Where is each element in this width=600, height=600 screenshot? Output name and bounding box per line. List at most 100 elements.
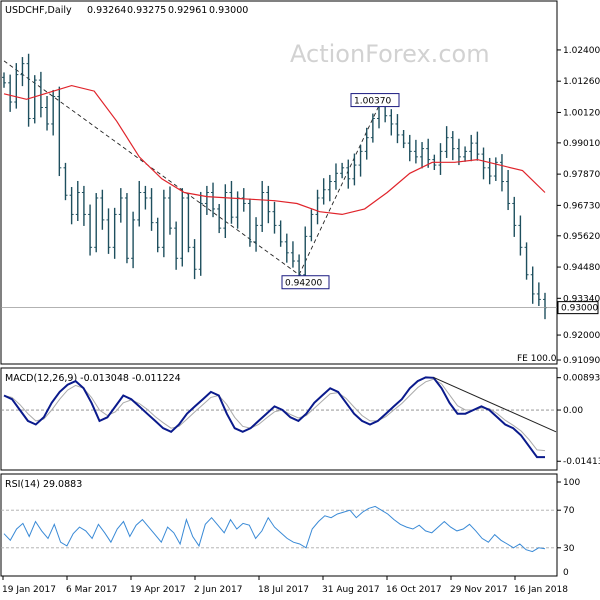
high-annotation: 1.00370 — [350, 93, 400, 108]
rsi-tick-label: 100 — [563, 478, 580, 488]
low-value: 0.92961 — [168, 5, 207, 16]
last-price-tag: 0.93000 — [557, 301, 599, 315]
price-bar — [530, 266, 535, 304]
price-bar — [438, 143, 443, 175]
price-bar — [174, 221, 179, 270]
price-bar — [278, 220, 283, 247]
price-bar — [57, 86, 62, 177]
price-tick-label: 0.99010 — [563, 139, 600, 149]
price-bar — [235, 191, 240, 229]
price-bar — [217, 204, 222, 234]
price-bar — [51, 89, 56, 136]
open-value: 0.93264 — [87, 5, 126, 16]
symbol-label: USDCHF,Daily — [5, 5, 72, 16]
price-bar — [444, 126, 449, 158]
price-bar — [493, 157, 498, 181]
price-bar — [543, 292, 547, 320]
price-tick-label: 0.92000 — [563, 331, 600, 341]
price-bar — [75, 180, 80, 222]
price-bar — [327, 174, 332, 202]
macd-title: MACD(12,26,9) -0.013048 -0.011224 — [5, 373, 181, 384]
price-bar — [180, 188, 185, 267]
price-bar — [524, 242, 529, 280]
macd-y-axis: 0.008934 0.00 -0.014136 — [557, 374, 600, 467]
price-tick-label: 0.94480 — [563, 263, 600, 273]
price-bar — [303, 226, 308, 283]
price-bar — [413, 139, 418, 164]
price-bar — [469, 134, 474, 162]
rsi-title: RSI(14) 29.0883 — [5, 479, 82, 490]
price-bar — [358, 144, 363, 177]
x-tick-label: 31 Aug 2017 — [322, 585, 380, 595]
macd-tick-label: -0.014136 — [563, 457, 600, 467]
price-bar — [45, 95, 50, 131]
rsi-y-axis: 100 70 30 0 — [1, 478, 580, 578]
price-tick-label: 0.91090 — [563, 356, 600, 366]
price-bar — [223, 184, 228, 239]
price-bar — [407, 134, 412, 162]
price-bar — [450, 131, 455, 161]
price-bar — [2, 72, 6, 88]
price-bar — [290, 241, 295, 268]
last-price-label: 0.93000 — [561, 304, 598, 314]
price-bar — [260, 180, 265, 232]
price-bar — [241, 188, 246, 212]
price-tick-label: 1.02400 — [563, 46, 600, 56]
price-bar — [456, 138, 461, 166]
macd-signal-line — [3, 378, 546, 452]
low-annotation-label: 0.94200 — [285, 279, 322, 289]
price-bar — [63, 162, 68, 201]
price-bar — [186, 193, 191, 253]
high-value: 0.93275 — [127, 5, 166, 16]
price-bar — [395, 114, 400, 144]
price-tick-label: 1.01260 — [563, 77, 600, 87]
price-bar — [20, 57, 25, 87]
price-bar — [284, 233, 289, 263]
price-bar — [106, 208, 111, 254]
price-bar — [155, 217, 160, 253]
price-bar — [118, 188, 123, 223]
x-tick-label: 6 Mar 2017 — [66, 585, 117, 595]
x-tick-label: 19 Apr 2017 — [130, 585, 186, 595]
price-bar — [254, 217, 259, 252]
watermark: ActionForex.com — [290, 40, 490, 68]
rsi-tick-label: 0 — [563, 568, 569, 578]
price-tick-label: 0.95620 — [563, 232, 600, 242]
price-tick-label: 0.97870 — [563, 170, 600, 180]
price-trendline — [298, 105, 380, 275]
price-bar — [149, 188, 154, 231]
price-bar — [364, 127, 369, 160]
price-y-axis: 1.02400 1.01260 1.00120 0.99010 0.97870 0.967… — [557, 46, 600, 366]
price-bar — [229, 180, 234, 224]
price-bar — [26, 53, 31, 127]
x-tick-label: 16 Oct 2017 — [386, 585, 442, 595]
price-bar — [463, 146, 468, 162]
price-tick-label: 1.00120 — [563, 108, 600, 118]
price-bar — [272, 201, 277, 234]
macd-line — [3, 376, 545, 459]
price-bar — [100, 189, 105, 230]
macd-tick-label: 0.008934 — [563, 374, 600, 384]
price-bar — [481, 147, 486, 180]
price-bar — [211, 182, 216, 218]
price-tick-label: 0.93340 — [563, 294, 600, 304]
price-bar — [352, 153, 357, 186]
price-bar — [340, 162, 345, 179]
macd-tick-label: 0.00 — [563, 406, 583, 416]
price-bar — [124, 193, 129, 264]
price-bar — [370, 113, 375, 143]
price-bar — [8, 74, 13, 112]
x-tick-label: 18 Jul 2017 — [258, 585, 309, 595]
rsi-tick-label: 30 — [563, 544, 575, 554]
price-bar — [401, 129, 406, 149]
price-bar — [333, 163, 338, 190]
price-bar — [167, 186, 172, 235]
x-tick-label: 2 Jun 2017 — [194, 585, 242, 595]
price-bar — [143, 185, 148, 210]
price-tick-label: 0.96730 — [563, 201, 600, 211]
price-bar — [475, 131, 480, 161]
price-panel-frame — [0, 0, 558, 365]
x-tick-label: 16 Jan 2018 — [514, 585, 568, 595]
price-bars — [2, 53, 547, 320]
